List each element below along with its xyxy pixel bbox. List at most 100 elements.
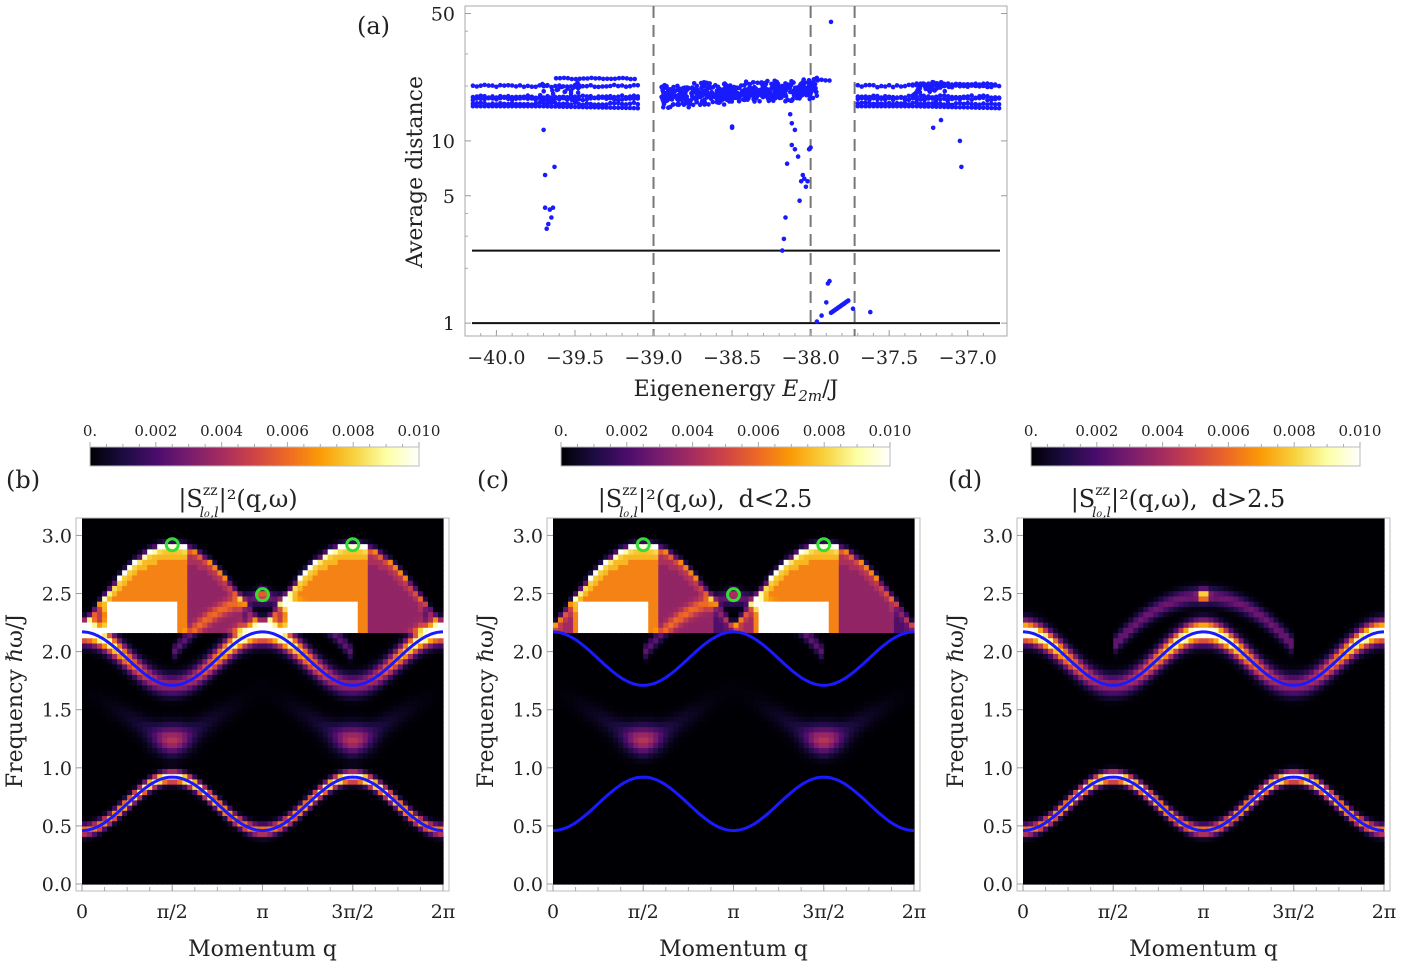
heatmap-cell bbox=[92, 810, 98, 817]
heatmap-cell bbox=[177, 727, 183, 733]
scatter-point bbox=[750, 80, 756, 85]
heatmap-cell bbox=[332, 627, 339, 634]
heatmap-cell bbox=[192, 554, 198, 561]
heatmap-cell bbox=[92, 523, 98, 530]
heatmap-cell bbox=[177, 643, 183, 650]
heatmap-cell bbox=[147, 585, 153, 592]
heatmap-cell bbox=[287, 601, 294, 608]
heatmap-cell bbox=[117, 622, 123, 629]
heatmap-cell bbox=[332, 565, 339, 571]
heatmap-cell bbox=[162, 721, 168, 728]
heatmap-cell bbox=[207, 737, 213, 744]
scatter-point bbox=[541, 89, 546, 94]
heatmap-cell bbox=[232, 831, 239, 838]
heatmap-cell bbox=[302, 852, 309, 859]
heatmap-cell bbox=[312, 706, 319, 713]
heatmap-cell bbox=[92, 648, 98, 655]
heatmap-cell bbox=[282, 763, 289, 770]
heatmap-cell bbox=[292, 538, 299, 545]
heatmap-cell bbox=[262, 800, 269, 807]
heatmap-cell bbox=[282, 695, 289, 702]
heatmap-cell bbox=[287, 737, 294, 744]
heatmap-cell bbox=[307, 748, 314, 754]
heatmap-cell bbox=[317, 800, 324, 807]
heatmap-cell bbox=[197, 695, 203, 702]
scatter-point bbox=[604, 96, 609, 101]
heatmap-cell bbox=[172, 805, 178, 812]
heatmap-cell bbox=[222, 606, 228, 613]
heatmap-cell bbox=[227, 617, 234, 624]
scatter-point bbox=[584, 104, 590, 110]
heatmap-cell bbox=[272, 659, 279, 665]
heatmap-cell bbox=[332, 727, 339, 733]
heatmap-cell bbox=[302, 716, 309, 723]
heatmap-cell bbox=[137, 674, 143, 681]
heatmap-cell bbox=[172, 643, 178, 650]
heatmap-cell bbox=[252, 674, 259, 681]
heatmap-cell bbox=[262, 821, 269, 828]
scatter-point bbox=[686, 100, 692, 106]
scatter-point bbox=[996, 102, 1002, 107]
heatmap-cell bbox=[152, 784, 158, 791]
heatmap-cell bbox=[177, 674, 183, 681]
heatmap-cell bbox=[102, 528, 108, 535]
heatmap-cell bbox=[267, 680, 274, 686]
heatmap-cell bbox=[292, 826, 299, 833]
heatmap-cell bbox=[342, 826, 349, 833]
heatmap-cell bbox=[252, 805, 259, 812]
heatmap-cell bbox=[297, 523, 304, 530]
heatmap-cell bbox=[307, 653, 314, 660]
heatmap-cell bbox=[282, 716, 289, 723]
heatmap-cell bbox=[227, 523, 234, 530]
heatmap-cell bbox=[172, 680, 178, 686]
heatmap-cell bbox=[122, 873, 128, 880]
heatmap-cell bbox=[297, 748, 304, 754]
heatmap-cell bbox=[232, 695, 239, 702]
heatmap-cell bbox=[342, 528, 349, 535]
heatmap-cell bbox=[327, 549, 334, 556]
scatter-point bbox=[731, 84, 737, 90]
heatmap-cell bbox=[152, 758, 158, 765]
heatmap-cell bbox=[262, 648, 269, 655]
heatmap-cell bbox=[277, 680, 284, 686]
heatmap-cell bbox=[177, 831, 183, 838]
heatmap-cell bbox=[282, 842, 289, 848]
heatmap-cell bbox=[337, 716, 344, 723]
heatmap-cell bbox=[297, 795, 304, 801]
scatter-point bbox=[814, 319, 820, 324]
scatter-point bbox=[486, 83, 491, 88]
heatmap-cell bbox=[207, 570, 213, 577]
heatmap-cell bbox=[247, 721, 254, 728]
heatmap-cell bbox=[172, 565, 178, 571]
heatmap-cell bbox=[82, 601, 88, 608]
heatmap-cell bbox=[92, 800, 98, 807]
heatmap-cell bbox=[122, 518, 128, 524]
heatmap-cell bbox=[332, 659, 339, 665]
heatmap-cell bbox=[307, 596, 314, 603]
scatter-point bbox=[584, 101, 590, 106]
heatmap-cell bbox=[97, 795, 103, 801]
heatmap-cell bbox=[107, 805, 113, 812]
scatter-point bbox=[608, 95, 613, 101]
heatmap-cell bbox=[322, 706, 329, 713]
heatmap-cell bbox=[97, 742, 103, 749]
scatter-point bbox=[573, 76, 579, 82]
heatmap-cell bbox=[132, 580, 138, 587]
heatmap-cell bbox=[102, 748, 108, 754]
heatmap-cell bbox=[302, 580, 309, 587]
heatmap-cell bbox=[182, 842, 188, 848]
heatmap-cell bbox=[207, 617, 213, 624]
heatmap-cell bbox=[322, 836, 329, 843]
heatmap-cell bbox=[252, 789, 259, 796]
heatmap-cell bbox=[242, 638, 249, 645]
heatmap-cell bbox=[162, 768, 168, 775]
heatmap-cell bbox=[207, 716, 213, 723]
heatmap-cell bbox=[217, 795, 223, 801]
heatmap-cell bbox=[287, 831, 294, 838]
heatmap-cell bbox=[127, 847, 133, 854]
heatmap-cell bbox=[172, 659, 178, 665]
heatmap-cell bbox=[117, 544, 123, 550]
heatmap-cell bbox=[117, 554, 123, 561]
heatmap-cell bbox=[192, 659, 198, 665]
heatmap-cell bbox=[167, 544, 173, 550]
